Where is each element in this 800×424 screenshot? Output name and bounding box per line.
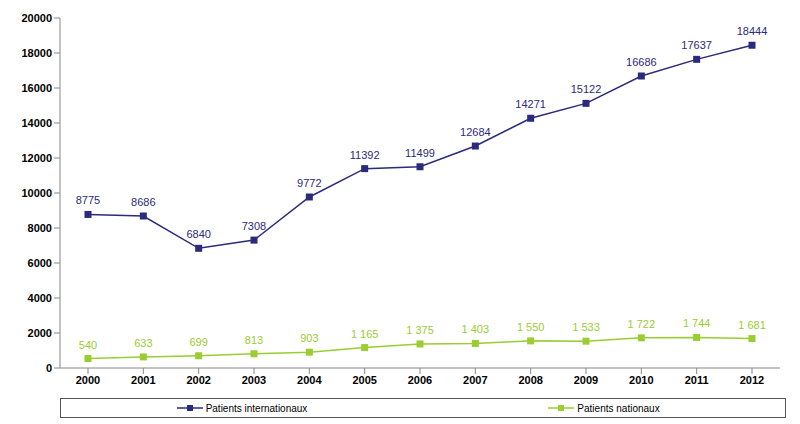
- svg-text:2008: 2008: [518, 374, 542, 386]
- svg-text:9772: 9772: [297, 177, 321, 189]
- svg-text:1 681: 1 681: [738, 319, 766, 331]
- svg-text:540: 540: [79, 339, 97, 351]
- svg-text:18444: 18444: [737, 25, 768, 37]
- html-text:Patients internationaux: Patients internationaux: [205, 402, 308, 414]
- svg-text:2006: 2006: [408, 374, 432, 386]
- svg-text:1 533: 1 533: [572, 321, 600, 333]
- svg-text:1 165: 1 165: [351, 328, 379, 340]
- svg-text:12000: 12000: [21, 152, 52, 164]
- svg-text:6840: 6840: [186, 228, 210, 240]
- svg-text:14000: 14000: [21, 117, 52, 129]
- svg-text:903: 903: [300, 332, 318, 344]
- svg-text:1 722: 1 722: [628, 318, 656, 330]
- svg-text:8000: 8000: [28, 222, 52, 234]
- svg-text:10000: 10000: [21, 187, 52, 199]
- svg-text:11499: 11499: [405, 147, 435, 159]
- svg-text:14271: 14271: [515, 98, 546, 110]
- svg-text:20000: 20000: [21, 12, 52, 24]
- svg-text:6000: 6000: [28, 257, 52, 269]
- svg-text:813: 813: [245, 334, 263, 346]
- svg-text:2010: 2010: [629, 374, 653, 386]
- svg-text:1 403: 1 403: [462, 323, 490, 335]
- svg-text:17637: 17637: [681, 39, 712, 51]
- svg-text:2009: 2009: [574, 374, 598, 386]
- svg-text:7308: 7308: [242, 220, 266, 232]
- svg-text:12684: 12684: [460, 126, 491, 138]
- svg-text:2000: 2000: [76, 374, 100, 386]
- svg-text:1 744: 1 744: [683, 317, 711, 329]
- svg-text:16000: 16000: [21, 82, 52, 94]
- svg-text:8686: 8686: [131, 196, 155, 208]
- svg-text:699: 699: [189, 336, 207, 348]
- svg-text:0: 0: [46, 362, 52, 374]
- svg-text:2005: 2005: [352, 374, 376, 386]
- svg-text:2001: 2001: [131, 374, 155, 386]
- svg-text:2002: 2002: [186, 374, 210, 386]
- svg-text:18000: 18000: [21, 47, 52, 59]
- svg-text:633: 633: [134, 337, 152, 349]
- svg-text:2003: 2003: [242, 374, 266, 386]
- svg-text:15122: 15122: [571, 83, 602, 95]
- svg-text:16686: 16686: [626, 56, 657, 68]
- svg-text:2007: 2007: [463, 374, 487, 386]
- svg-text:1 550: 1 550: [517, 321, 545, 333]
- svg-text:1 375: 1 375: [406, 324, 434, 336]
- svg-text:2011: 2011: [685, 374, 709, 386]
- html-text:Patients nationaux: Patients nationaux: [577, 402, 660, 414]
- svg-text:2012: 2012: [740, 374, 764, 386]
- svg-text:2004: 2004: [297, 374, 322, 386]
- svg-text:8775: 8775: [76, 194, 100, 206]
- svg-text:11392: 11392: [350, 149, 380, 161]
- svg-text:4000: 4000: [28, 292, 52, 304]
- svg-text:2000: 2000: [28, 327, 52, 339]
